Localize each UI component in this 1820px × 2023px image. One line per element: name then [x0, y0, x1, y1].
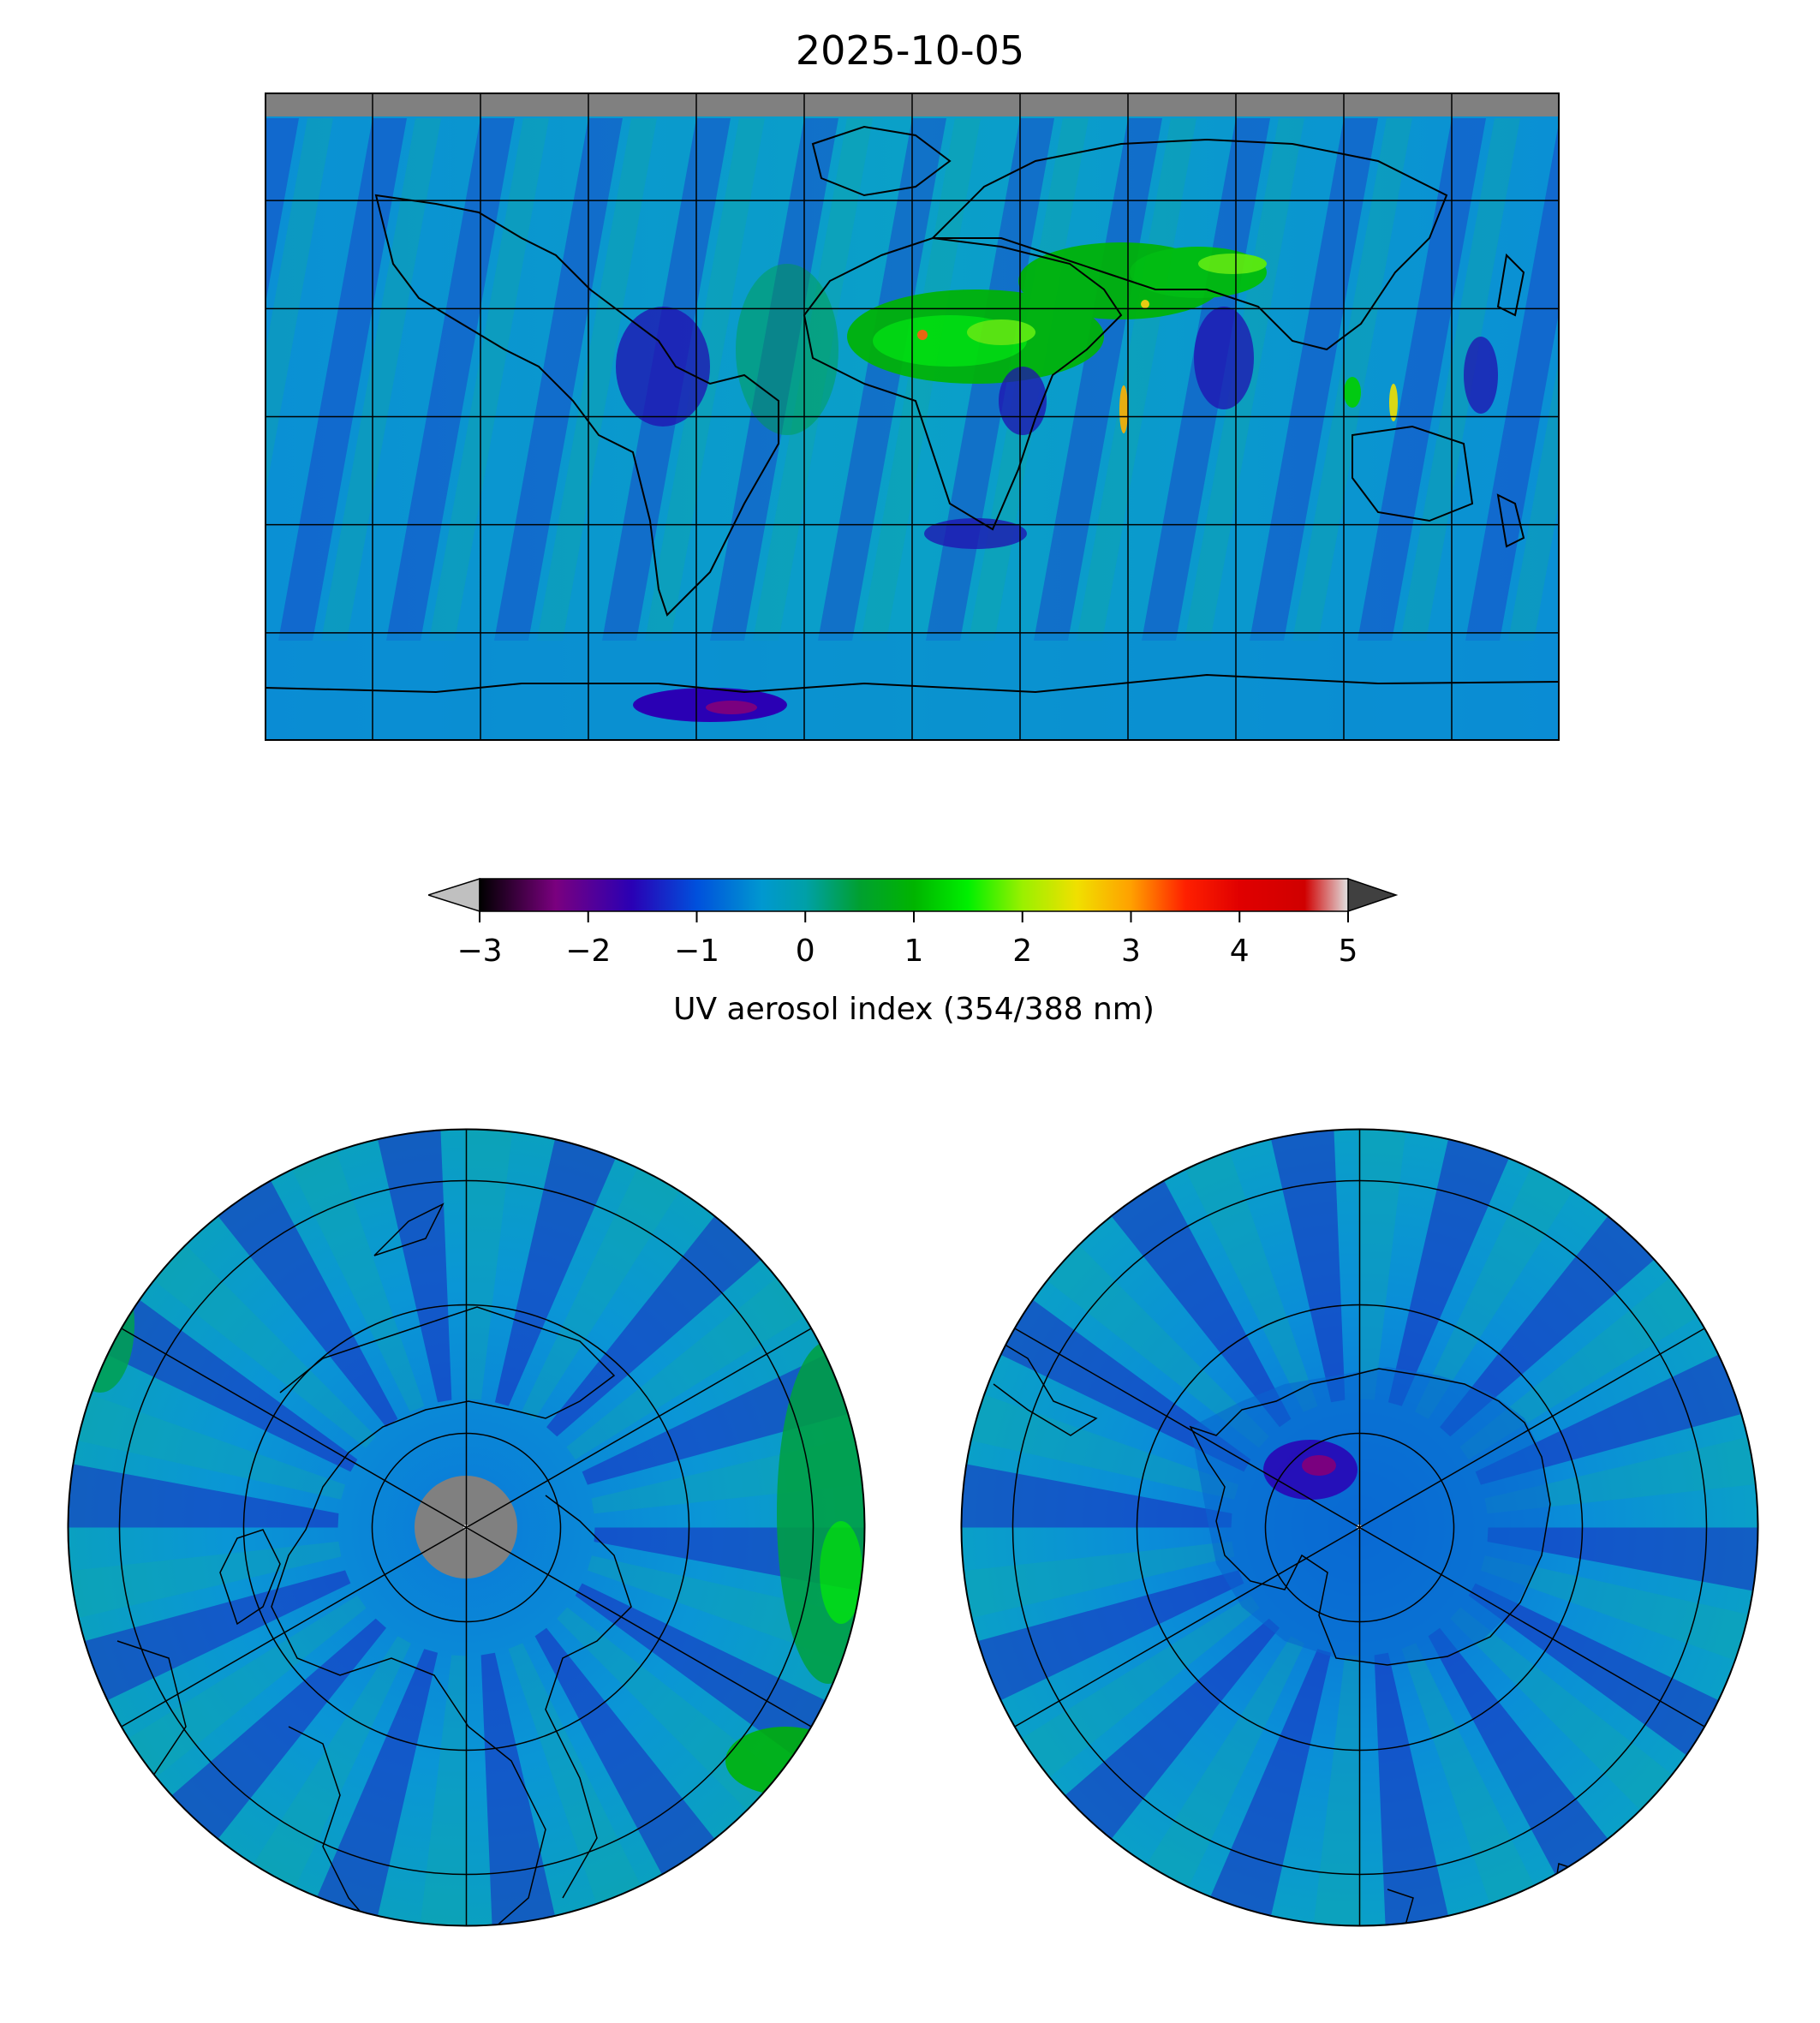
- figure-title: 2025-10-05: [795, 27, 1025, 74]
- north-swath-center: [124, 1595, 367, 1781]
- north-swath-center: [464, 1129, 513, 1400]
- north-swath-center: [73, 1393, 346, 1500]
- south-meridian: [1359, 1325, 1709, 1529]
- colorbar-ticks: −3 −2 −1 0 1 2 3 4 5: [456, 911, 1358, 969]
- world-swath-center: [321, 118, 441, 641]
- north-swath: [168, 1618, 386, 1842]
- world-swath-center: [1400, 118, 1520, 641]
- north-polar-map: [67, 1128, 866, 1927]
- world-swath-center: [537, 118, 657, 641]
- world-swath-edge: [278, 118, 407, 641]
- world-map-frame: [265, 92, 1560, 741]
- world-swath-center: [1508, 355, 1560, 641]
- south-swath-center: [1358, 1129, 1406, 1400]
- south-swath: [1108, 1177, 1292, 1428]
- colorbar-tick-label: 3: [1121, 934, 1141, 969]
- south-map-boundary: [960, 1128, 1759, 1927]
- south-graticule: [1011, 1129, 1709, 1926]
- south-swath: [1428, 1627, 1611, 1878]
- south-antarctica: [1190, 1367, 1550, 1667]
- south-swath-center: [1480, 1555, 1753, 1662]
- south-swath-center: [1484, 1435, 1758, 1514]
- north-swath: [480, 1652, 557, 1926]
- colorbar-tick-label: 2: [1012, 934, 1032, 969]
- north-swath-center: [289, 1147, 425, 1412]
- south-swath: [973, 1570, 1244, 1703]
- south-swath-center: [1183, 1147, 1318, 1412]
- south-swath: [1061, 1618, 1280, 1842]
- south-swath: [961, 1463, 1232, 1528]
- south-polar-map: [960, 1128, 1759, 1927]
- colorbar-tick-label: −2: [565, 934, 611, 969]
- world-swath-center: [861, 118, 981, 641]
- south-swath: [1487, 1527, 1758, 1592]
- south-meridian: [1359, 1526, 1709, 1730]
- world-swath-edge: [818, 118, 946, 641]
- south-swath-center: [1459, 1274, 1702, 1460]
- colorbar-tick-label: 5: [1339, 934, 1358, 969]
- world-swath-edge: [1250, 118, 1378, 641]
- north-swath-center: [150, 1242, 376, 1448]
- colorbar-under-extension: [428, 877, 480, 913]
- north-swath: [80, 1570, 351, 1703]
- north-coastlines: [116, 1202, 632, 1926]
- north-swath: [582, 1352, 853, 1485]
- world-swath-center: [429, 118, 549, 641]
- south-swath-center: [1401, 1643, 1537, 1908]
- colorbar: −3 −2 −1 0 1 2 3 4 5 UV aerosol index (354/388 n…: [428, 877, 1399, 1027]
- world-map: [265, 92, 1560, 741]
- world-swath-edge: [386, 118, 515, 641]
- south-meridian: [1011, 1325, 1360, 1529]
- north-orbit-swaths: [68, 1129, 865, 1926]
- south-swath-center: [1043, 1242, 1269, 1448]
- colorbar-tick-label: 1: [904, 934, 924, 969]
- north-swath: [534, 1627, 718, 1878]
- south-meridian: [1011, 1526, 1360, 1730]
- colorbar-label: UV aerosol index (354/388 nm): [673, 992, 1155, 1027]
- north-swath-center: [587, 1555, 860, 1662]
- north-meridian: [466, 1325, 815, 1529]
- north-swath: [546, 1213, 765, 1437]
- world-swath-edge: [1358, 118, 1486, 641]
- south-swath-center: [1017, 1595, 1260, 1781]
- colorbar-tick-label: 0: [796, 934, 815, 969]
- north-swath: [68, 1463, 339, 1528]
- north-meridian: [117, 1526, 467, 1730]
- world-swath-center: [753, 118, 873, 641]
- world-dust-plume: [736, 242, 1398, 435]
- north-swath: [376, 1129, 452, 1403]
- south-swath: [1374, 1652, 1450, 1926]
- world-swath-edge: [710, 118, 838, 641]
- north-map-boundary: [67, 1128, 866, 1927]
- colorbar-gradient: [479, 878, 1349, 912]
- colorbar-over-extension: [1347, 877, 1399, 913]
- south-swath-center: [961, 1541, 1235, 1620]
- world-swath-edge: [1465, 118, 1560, 641]
- south-swath: [1440, 1213, 1658, 1437]
- south-swath: [1269, 1129, 1346, 1403]
- north-swath-center: [420, 1655, 468, 1926]
- north-meridian: [466, 1526, 815, 1730]
- south-swath-center: [966, 1393, 1239, 1500]
- north-swath-center: [566, 1274, 809, 1460]
- world-swath-edge: [494, 118, 623, 641]
- north-meridian: [117, 1325, 467, 1529]
- north-swath: [215, 1177, 398, 1428]
- north-swath-center: [508, 1643, 643, 1908]
- colorbar-tick-label: −1: [674, 934, 719, 969]
- south-swath-center: [1313, 1655, 1362, 1926]
- colorbar-tick-label: −3: [456, 934, 502, 969]
- colorbar-tick-label: 4: [1230, 934, 1250, 969]
- north-swath-center: [68, 1541, 342, 1620]
- south-swath-center: [1450, 1607, 1676, 1813]
- world-graticule: [265, 92, 1560, 741]
- north-graticule: [117, 1129, 815, 1926]
- south-swath: [1475, 1352, 1746, 1485]
